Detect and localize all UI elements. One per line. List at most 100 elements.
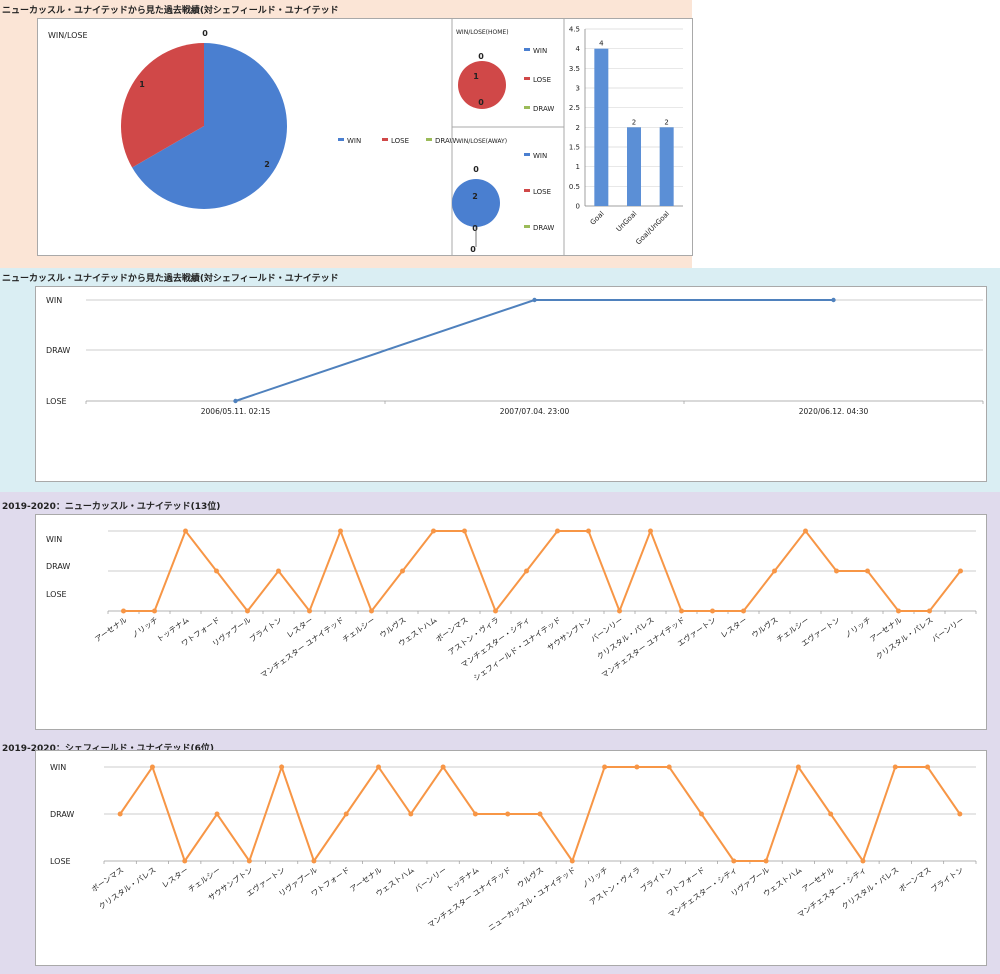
section-newcastle-season: 2019-2020：ニューカッスル・ユナイテッド(13位) WIN DRAW LOS… xyxy=(0,492,1000,738)
pie-main-legend-key-draw xyxy=(426,138,432,141)
x-tick-label-12: アストン・ヴィラ xyxy=(446,614,501,657)
y-tick-label-win: WIN xyxy=(50,763,66,772)
pie-home-legend-label-lose: LOSE xyxy=(533,76,551,84)
pie-away-title: WIN/LOSE(AWAY) xyxy=(456,138,507,145)
pie-home-data-label-lose: 1 xyxy=(473,72,479,81)
bar-0 xyxy=(594,48,609,207)
data-point-10 xyxy=(431,528,436,534)
data-point-24 xyxy=(865,568,870,574)
data-point-25 xyxy=(896,608,901,614)
y-tick-label-win: WIN xyxy=(46,535,62,544)
x-tick-label-1: 2007/07.04. 23:00 xyxy=(500,407,570,416)
pie-home-legend-label-win: WIN xyxy=(533,47,547,55)
x-tick-label-25: ボーンマス xyxy=(897,865,933,894)
pie-away-data-label-win: 2 xyxy=(472,192,478,201)
data-point-15 xyxy=(586,528,591,534)
bar-y-tick-label: 2.5 xyxy=(569,104,580,112)
data-point-18 xyxy=(679,608,684,614)
bar-data-label: 2 xyxy=(632,118,636,126)
data-point-2 xyxy=(183,528,188,534)
pie-away-draw-label: 0 xyxy=(470,245,476,254)
data-point-13 xyxy=(524,568,529,574)
data-point-9 xyxy=(408,811,414,817)
pie-main-legend-key-lose xyxy=(382,138,388,141)
data-point-6 xyxy=(307,608,312,614)
data-point-3 xyxy=(214,568,219,574)
pie-main-legend-key-win xyxy=(338,138,344,141)
x-tick-label-1: クリスタル・パレス xyxy=(97,865,157,911)
data-point-3 xyxy=(214,811,220,817)
pie-away-data-label-lose: 0 xyxy=(472,224,478,233)
data-point-13 xyxy=(537,811,543,817)
data-point-23 xyxy=(834,568,839,574)
pie-main-title: WIN/LOSE xyxy=(48,31,88,40)
data-point-11 xyxy=(462,528,467,534)
data-point-2 xyxy=(831,297,836,303)
section2-title: ニューカッスル・ユナイテッドから見た過去戦績(対シェフィールド・ユナイテッド xyxy=(2,274,339,284)
bar-y-tick-label: 1.5 xyxy=(569,144,580,152)
data-point-15 xyxy=(602,764,608,770)
data-point-0 xyxy=(121,608,126,614)
data-point-22 xyxy=(803,528,808,534)
data-point-21 xyxy=(795,764,801,770)
x-tick-label-5: ブライトン xyxy=(247,614,283,644)
x-tick-label-15: ノリッチ xyxy=(580,865,610,890)
data-point-4 xyxy=(245,608,250,614)
pie-home-data-label-draw: 0 xyxy=(478,52,484,61)
bar-x-tick-label: Goal xyxy=(589,210,606,227)
bar-y-tick-label: 3.5 xyxy=(569,65,580,73)
data-point-16 xyxy=(617,608,622,614)
bar-2 xyxy=(659,127,674,206)
pie-home-legend-key-lose xyxy=(524,77,530,80)
bar-x-tick-label: UnGoal xyxy=(615,210,639,234)
x-tick-label-2: 2020/06.12. 04:30 xyxy=(799,407,869,416)
data-point-0 xyxy=(233,398,238,404)
pie-main-legend-label-lose: LOSE xyxy=(391,137,409,145)
data-point-12 xyxy=(505,811,511,817)
pie-home-title: WIN/LOSE(HOME) xyxy=(456,29,509,36)
data-point-1 xyxy=(149,764,155,770)
data-point-10 xyxy=(440,764,446,770)
data-point-23 xyxy=(860,858,866,864)
x-tick-label-26: クリスタル・パレス xyxy=(874,615,934,661)
x-tick-label-27: バーンリー xyxy=(930,615,966,644)
x-tick-label-0: アーセナル xyxy=(93,615,129,644)
section-head-to-head: ニューカッスル・ユナイテッドから見た過去戦績(対シェフィールド・ユナイテッド W… xyxy=(0,268,1000,492)
data-point-14 xyxy=(555,528,560,534)
data-point-19 xyxy=(710,608,715,614)
pie-main-data-label-lose: 1 xyxy=(139,80,145,89)
data-point-2 xyxy=(182,858,188,864)
head-to-head-line-chart: WIN DRAW LOSE 2006/05.11. 02:15 2007/07.04. … xyxy=(46,296,984,416)
x-tick-label-20: レスター xyxy=(719,615,749,640)
data-point-6 xyxy=(311,858,317,864)
bar-data-label: 4 xyxy=(599,40,604,48)
data-point-8 xyxy=(376,764,382,770)
y-tick-label-win: WIN xyxy=(46,296,62,305)
section1-charts: WIN/LOSE 2 1 0 WIN LOSE DRAW WIN/LOSE(HOME) 0 1 0 W… xyxy=(48,19,683,255)
data-point-7 xyxy=(343,811,349,817)
data-point-26 xyxy=(927,608,932,614)
x-tick-label-2: レスター xyxy=(160,865,190,890)
series-line xyxy=(235,299,834,402)
bar-y-tick-label: 2 xyxy=(576,124,580,132)
bar-y-tick-label: 4.5 xyxy=(569,26,580,34)
data-point-17 xyxy=(666,764,672,770)
data-point-7 xyxy=(338,528,343,534)
newcastle-season-chart-panel: WIN DRAW LOSE アーセナル ノリッチ トッテナム ワトフォード リヴァプール ブライ… xyxy=(35,514,987,730)
data-point-1 xyxy=(152,608,157,614)
pie-main-data-label-win: 2 xyxy=(264,160,270,169)
data-point-18 xyxy=(698,811,704,817)
data-point-27 xyxy=(958,568,963,574)
bar-y-tick-label: 0.5 xyxy=(569,183,580,191)
bar-y-tick-label: 1 xyxy=(576,163,580,171)
pie-away-data-label-draw: 0 xyxy=(473,165,479,174)
data-point-0 xyxy=(117,811,123,817)
bar-x-tick-label: Goal/UnGoal xyxy=(634,210,671,247)
data-point-26 xyxy=(957,811,963,817)
y-tick-label-lose: LOSE xyxy=(50,857,71,866)
x-tick-label-8: チェルシー xyxy=(341,615,377,644)
bar-1 xyxy=(627,127,641,206)
section-overall-record: ニューカッスル・ユナイテッドから見た過去戦績(対シェフィールド・ユナイテッド W… xyxy=(0,0,693,268)
x-tick-label-0: 2006/05.11. 02:15 xyxy=(201,407,271,416)
